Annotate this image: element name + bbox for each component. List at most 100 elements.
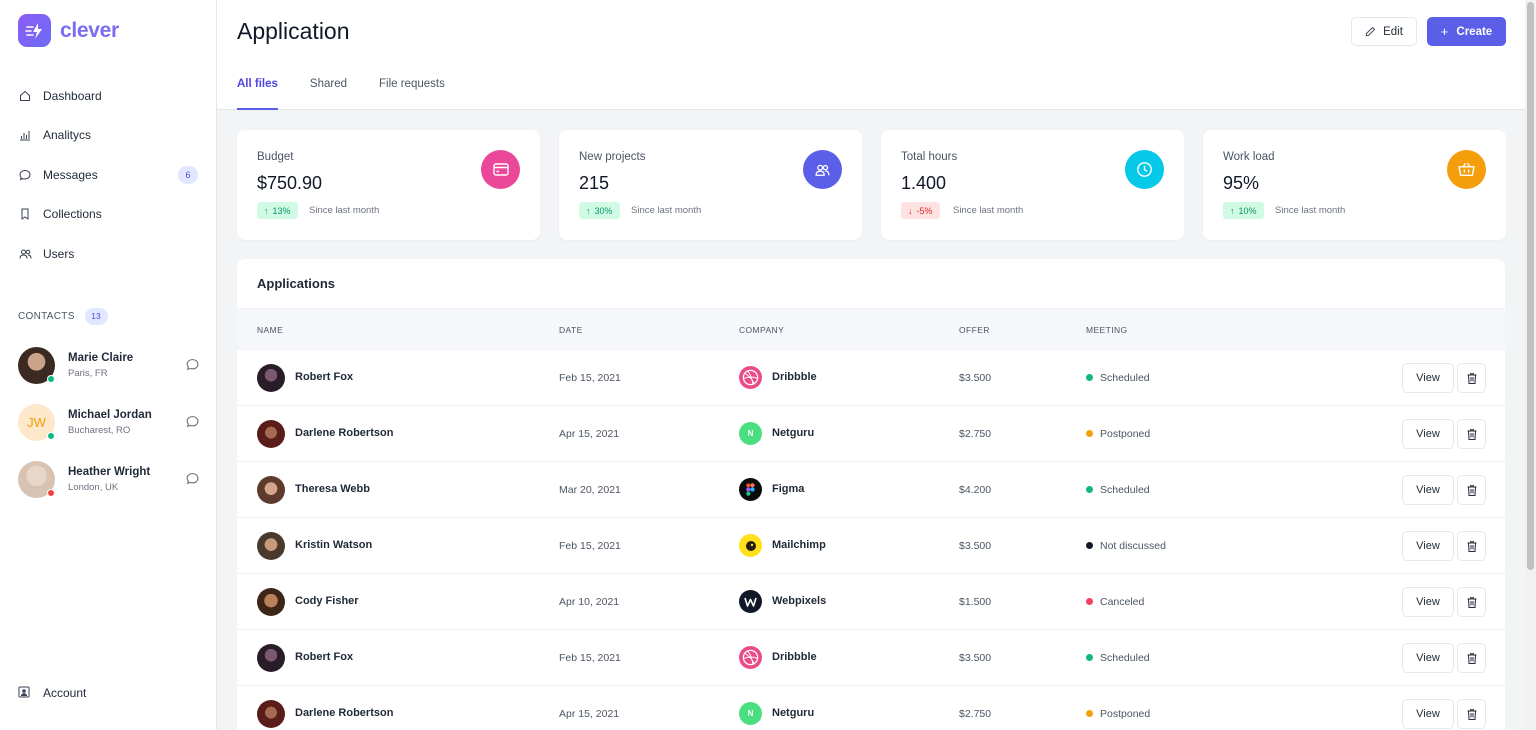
- sidebar-item-account[interactable]: Account: [18, 686, 86, 700]
- delete-button[interactable]: [1457, 587, 1486, 617]
- sidebar-item-dashboard[interactable]: Dashboard: [18, 76, 198, 116]
- create-button[interactable]: + Create: [1427, 17, 1506, 46]
- row-meeting-status: Scheduled: [1100, 372, 1150, 384]
- arrow-up-icon: ↑: [586, 205, 591, 216]
- stat-label: New projects: [579, 151, 646, 163]
- trash-icon: [1467, 428, 1477, 440]
- tab-shared[interactable]: Shared: [309, 78, 347, 90]
- row-meeting-status: Postponed: [1100, 708, 1151, 720]
- stat-since: Since last month: [631, 205, 702, 216]
- chat-bubble-icon[interactable]: [186, 358, 200, 372]
- row-date: Feb 15, 2021: [559, 372, 621, 384]
- delete-button[interactable]: [1457, 699, 1486, 729]
- contact-item[interactable]: Heather Wright London, UK: [18, 459, 200, 499]
- sidebar-item-collections[interactable]: Collections: [18, 195, 198, 235]
- stat-label: Work load: [1223, 151, 1275, 163]
- table-row: Cody Fisher Apr 10, 2021 Webpixels $1.50…: [237, 574, 1505, 630]
- delete-button[interactable]: [1457, 419, 1486, 449]
- row-name[interactable]: Cody Fisher: [295, 595, 359, 607]
- page-title: Application: [237, 18, 350, 44]
- row-name[interactable]: Robert Fox: [295, 371, 354, 383]
- delete-button[interactable]: [1457, 531, 1486, 561]
- delete-button[interactable]: [1457, 363, 1486, 393]
- row-company: Netguru: [772, 427, 815, 439]
- stat-card-total-hours: Total hours 1.400 ↓ -5% Since last month: [881, 130, 1184, 240]
- basket-icon: [1447, 150, 1486, 189]
- view-button[interactable]: View: [1402, 363, 1454, 393]
- row-company: Dribbble: [772, 371, 817, 383]
- row-meeting-status: Canceled: [1100, 596, 1145, 608]
- figma-icon: [739, 478, 762, 501]
- view-button[interactable]: View: [1402, 699, 1454, 729]
- sidebar-item-analytics[interactable]: Analitycs: [18, 116, 198, 156]
- avatar: JW: [18, 403, 55, 441]
- account-icon: [18, 686, 32, 700]
- sidebar-nav: Dashboard Analitycs Messages 6 Collectio…: [18, 76, 198, 274]
- status-dot: [47, 431, 55, 440]
- scrollbar-thumb[interactable]: [1527, 2, 1534, 570]
- sidebar-item-label: Analitycs: [43, 128, 92, 143]
- credit-card-icon: [481, 150, 520, 189]
- row-date: Apr 15, 2021: [559, 428, 620, 440]
- edit-button[interactable]: Edit: [1351, 17, 1417, 46]
- row-date: Apr 10, 2021: [559, 596, 620, 608]
- avatar: [18, 346, 55, 384]
- row-offer: $3.500: [959, 652, 992, 664]
- sidebar-item-label: Dashboard: [43, 88, 102, 103]
- view-button[interactable]: View: [1402, 587, 1454, 617]
- arrow-down-icon: ↓: [908, 205, 913, 216]
- sidebar: clever Dashboard Analitycs Messages 6 Co…: [0, 0, 217, 730]
- contact-name: Michael Jordan: [68, 408, 152, 421]
- table-row: Kristin Watson Feb 15, 2021 Mailchimp $3…: [237, 518, 1505, 574]
- row-meeting-status: Scheduled: [1100, 484, 1150, 496]
- status-dot: [1086, 542, 1093, 549]
- table-row: Robert Fox Feb 15, 2021 Dribbble $3.500 …: [237, 630, 1505, 686]
- delete-button[interactable]: [1457, 643, 1486, 673]
- logo[interactable]: clever: [18, 14, 119, 47]
- status-dot: [47, 488, 55, 497]
- column-header-company: COMPANY: [739, 325, 785, 335]
- view-button[interactable]: View: [1402, 419, 1454, 449]
- view-button[interactable]: View: [1402, 475, 1454, 505]
- sidebar-item-users[interactable]: Users: [18, 234, 198, 274]
- contacts-header: CONTACTS 13: [18, 308, 108, 325]
- chat-bubble-icon[interactable]: [186, 415, 200, 429]
- tab-bar: All files Shared File requests: [237, 78, 477, 110]
- tab-file-requests[interactable]: File requests: [379, 78, 445, 90]
- contact-item[interactable]: Marie Claire Paris, FR: [18, 345, 200, 385]
- view-button[interactable]: View: [1402, 643, 1454, 673]
- column-header-date: DATE: [559, 325, 583, 335]
- contact-name: Heather Wright: [68, 465, 151, 478]
- table-row: Theresa Webb Mar 20, 2021 Figma $4.200 S…: [237, 462, 1505, 518]
- row-name[interactable]: Kristin Watson: [295, 539, 373, 551]
- trash-icon: [1467, 484, 1477, 496]
- column-header-meeting: MEETING: [1086, 325, 1128, 335]
- trash-icon: [1467, 372, 1477, 384]
- stat-change-value: -5%: [916, 205, 933, 216]
- chat-bubble-icon[interactable]: [186, 472, 200, 486]
- bar-chart-icon: [18, 128, 32, 142]
- row-name[interactable]: Robert Fox: [295, 651, 354, 663]
- table-header: NAME DATE COMPANY OFFER MEETING: [237, 308, 1505, 350]
- row-offer: $2.750: [959, 708, 992, 720]
- row-name[interactable]: Darlene Robertson: [295, 707, 394, 719]
- tab-all-files[interactable]: All files: [237, 78, 278, 110]
- applications-table: Applications NAME DATE COMPANY OFFER MEE…: [237, 259, 1505, 730]
- sidebar-item-label: Collections: [43, 207, 102, 222]
- avatar: [18, 460, 55, 498]
- row-date: Feb 15, 2021: [559, 652, 621, 664]
- row-offer: $1.500: [959, 596, 992, 608]
- stat-since: Since last month: [953, 205, 1024, 216]
- sidebar-item-messages[interactable]: Messages 6: [18, 155, 198, 195]
- logo-bolt-icon: [18, 14, 51, 47]
- view-button[interactable]: View: [1402, 531, 1454, 561]
- row-name[interactable]: Darlene Robertson: [295, 427, 394, 439]
- row-company: Dribbble: [772, 651, 817, 663]
- stat-change-value: 30%: [594, 205, 613, 216]
- delete-button[interactable]: [1457, 475, 1486, 505]
- status-dot: [1086, 654, 1093, 661]
- contact-item[interactable]: JW Michael Jordan Bucharest, RO: [18, 402, 200, 442]
- page-scrollbar[interactable]: [1525, 0, 1536, 730]
- contacts-count-badge: 13: [84, 308, 108, 325]
- row-name[interactable]: Theresa Webb: [295, 483, 370, 495]
